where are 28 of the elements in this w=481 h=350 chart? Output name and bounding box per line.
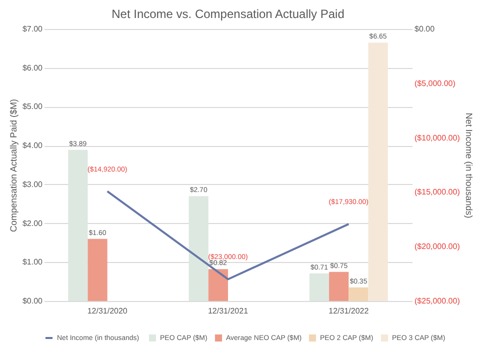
y2-tick-label: ($5,000.00) xyxy=(414,78,456,88)
y-tick-label: $0.00 xyxy=(22,296,44,306)
y-tick-label: $2.00 xyxy=(22,218,44,228)
y2-tick-label: $0.00 xyxy=(414,24,436,34)
y-tick-label: $3.00 xyxy=(22,180,44,189)
bar xyxy=(368,42,388,301)
y2-axis-title: Net Income (in thousands) xyxy=(464,112,474,218)
y-tick-label: $6.00 xyxy=(22,63,44,72)
x-tick-label: 12/31/2020 xyxy=(87,306,128,316)
bar xyxy=(348,287,368,301)
bar xyxy=(309,273,330,301)
bar xyxy=(188,196,208,301)
bar xyxy=(88,238,108,301)
y-axis-title: Compensation Actually Paid ($M) xyxy=(8,98,18,232)
y2-tick-label: ($20,000.00) xyxy=(414,242,460,252)
bar xyxy=(68,150,88,301)
y-tick-label: $1.00 xyxy=(22,258,44,267)
y2-tick-label: ($10,000.00) xyxy=(414,133,460,142)
bar xyxy=(329,272,349,301)
x-tick-label: 12/31/2021 xyxy=(208,306,249,316)
y2-tick-label: ($25,000.00) xyxy=(414,296,460,306)
y-tick-label: $7.00 xyxy=(22,24,44,34)
chart-title: Net Income vs. Compensation Actually Paid xyxy=(112,7,344,21)
y-tick-label: $4.00 xyxy=(22,141,44,150)
bar xyxy=(208,269,228,301)
x-tick-label: 12/31/2022 xyxy=(328,306,370,316)
y2-tick-label: ($15,000.00) xyxy=(414,188,460,197)
y-tick-label: $5.00 xyxy=(22,102,44,112)
